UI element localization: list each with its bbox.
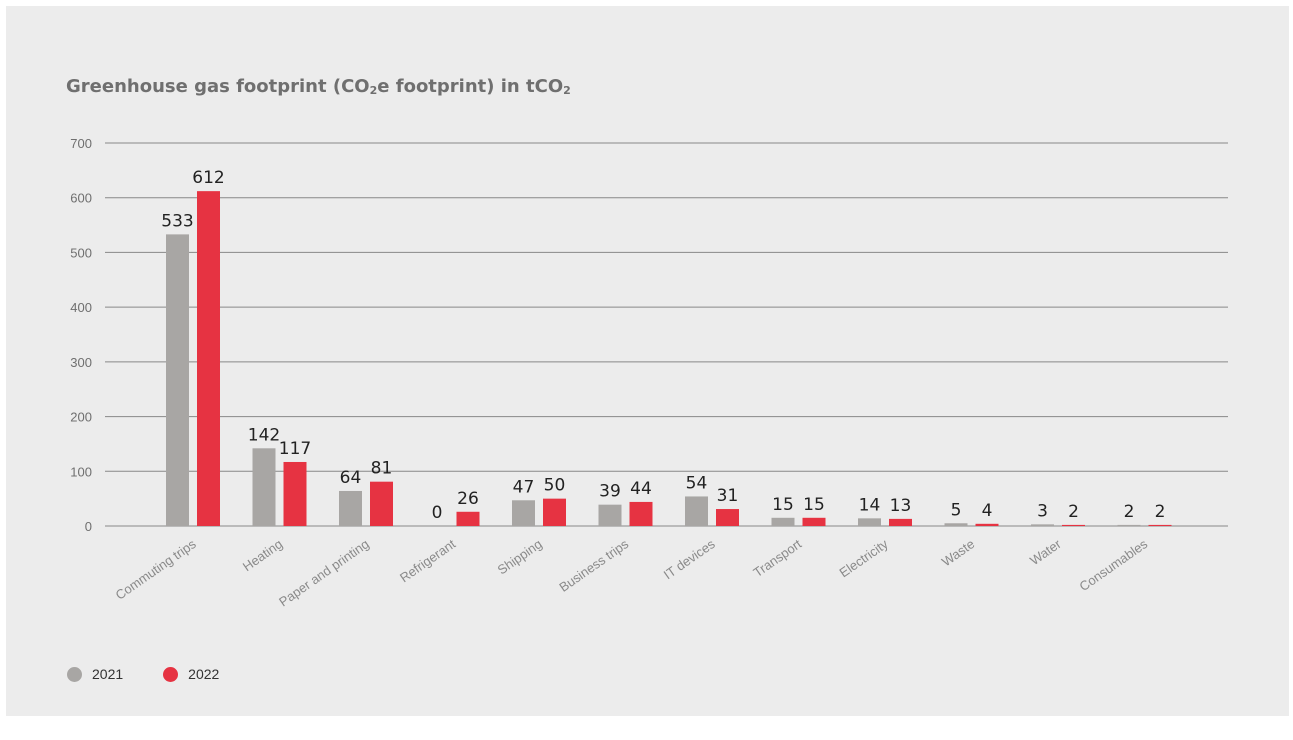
bar-2022 xyxy=(370,481,393,526)
y-tick-label: 600 xyxy=(70,191,92,206)
bar-2022 xyxy=(975,523,999,526)
bar-2021 xyxy=(771,517,795,526)
data-label-2021: 5 xyxy=(951,500,962,520)
bar-2021 xyxy=(858,518,881,526)
y-tick-label: 300 xyxy=(70,355,92,370)
y-tick-label: 400 xyxy=(70,300,92,315)
data-label-2021: 2 xyxy=(1124,502,1135,522)
data-label-2022: 4 xyxy=(982,501,993,521)
data-label-2022: 15 xyxy=(803,495,825,515)
data-label-2021: 15 xyxy=(772,495,794,515)
bar-2021 xyxy=(685,496,708,526)
y-tick-label: 500 xyxy=(70,245,92,260)
bar-2022 xyxy=(889,518,912,526)
data-label-2022: 117 xyxy=(279,439,311,459)
data-label-2022: 612 xyxy=(192,168,224,188)
bar-2022 xyxy=(543,498,566,526)
bar-2022 xyxy=(802,517,826,526)
x-tick-label: Transport xyxy=(750,536,804,580)
data-label-2021: 3 xyxy=(1037,501,1048,521)
data-label-2022: 2 xyxy=(1155,502,1166,522)
data-label-2021: 64 xyxy=(340,468,362,488)
bar-2022 xyxy=(456,511,480,526)
data-label-2021: 54 xyxy=(686,473,708,493)
legend-item-2022: 2022 xyxy=(163,666,219,682)
data-label-2022: 26 xyxy=(457,489,479,509)
x-tick-label: IT devices xyxy=(661,536,718,582)
data-label-2022: 31 xyxy=(717,486,739,506)
bar-2021 xyxy=(1117,524,1141,526)
x-tick-label: Heating xyxy=(240,536,285,574)
bar-2021 xyxy=(512,500,535,526)
x-tick-label: Waste xyxy=(939,536,977,569)
data-label-2021: 0 xyxy=(432,503,443,523)
bar-2022 xyxy=(629,501,653,526)
x-tick-label: Business trips xyxy=(556,536,631,595)
bar-2021 xyxy=(1031,524,1054,526)
bar-2021 xyxy=(166,234,189,526)
legend-item-2021: 2021 xyxy=(67,666,123,682)
y-tick-label: 100 xyxy=(70,464,92,479)
data-label-2022: 50 xyxy=(544,476,566,496)
legend-swatch-2021 xyxy=(67,666,82,682)
chart-title: Greenhouse gas footprint (CO2e footprint… xyxy=(66,76,571,97)
title-subscript-2: 2 xyxy=(563,84,571,97)
y-tick-label: 0 xyxy=(85,519,92,534)
x-tick-label: Water xyxy=(1027,536,1064,568)
bar-2021 xyxy=(598,504,622,526)
title-middle: e footprint) in tCO xyxy=(377,76,564,97)
data-label-2022: 81 xyxy=(371,459,393,479)
y-tick-label: 700 xyxy=(70,136,92,151)
data-label-2021: 47 xyxy=(513,477,535,497)
x-tick-label: Consumables xyxy=(1076,536,1150,594)
bar-2022 xyxy=(283,461,307,526)
legend: 2021 2022 xyxy=(67,666,219,682)
x-tick-label: Shipping xyxy=(495,536,545,577)
bar-2022 xyxy=(716,509,739,526)
bar-2021 xyxy=(252,448,276,526)
bar-2021 xyxy=(944,523,968,526)
x-tick-label: Paper and printing xyxy=(276,536,372,609)
data-label-2022: 44 xyxy=(630,479,652,499)
data-label-2021: 533 xyxy=(161,211,193,231)
x-tick-label: Refrigerant xyxy=(397,536,459,585)
title-subscript-1: 2 xyxy=(369,84,378,97)
bar-2022 xyxy=(1148,524,1172,526)
data-label-2022: 2 xyxy=(1068,502,1079,522)
y-tick-label: 200 xyxy=(70,410,92,425)
x-tick-label: Electricity xyxy=(837,536,892,580)
data-label-2022: 13 xyxy=(890,496,912,516)
bar-2021 xyxy=(339,490,362,526)
data-label-2021: 39 xyxy=(599,482,621,502)
title-main: Greenhouse gas footprint (CO xyxy=(66,76,370,97)
data-label-2021: 142 xyxy=(248,425,280,445)
legend-label-2022: 2022 xyxy=(188,666,220,682)
x-tick-label: Commuting trips xyxy=(113,536,200,603)
legend-swatch-2022 xyxy=(163,666,179,682)
bar-2022 xyxy=(197,191,220,527)
bar-2022 xyxy=(1062,524,1085,526)
legend-label-2021: 2021 xyxy=(92,666,124,682)
data-label-2021: 14 xyxy=(859,495,881,515)
